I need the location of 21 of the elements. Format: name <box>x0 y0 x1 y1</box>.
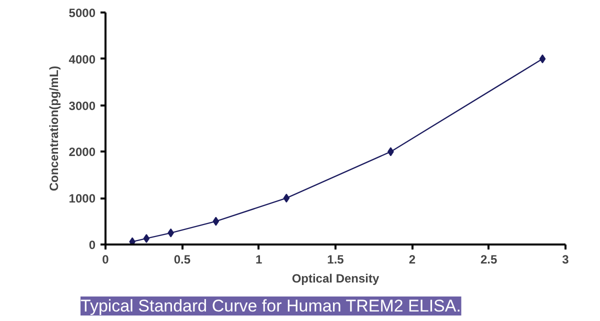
y-tick-label: 5000 <box>68 6 96 20</box>
x-tick-label: 2 <box>408 252 416 266</box>
x-tick-label: 3 <box>562 252 570 266</box>
y-axis-title: Concentration(pg/mL) <box>46 66 61 192</box>
x-tick-label: 0 <box>102 252 110 266</box>
y-tick-label: 1000 <box>68 192 96 206</box>
point <box>539 54 546 64</box>
point <box>129 237 136 244</box>
point <box>212 216 220 226</box>
x-tick-label: 1.5 <box>327 252 344 266</box>
x-tick-label: 1 <box>255 252 262 266</box>
x-tick-label: 2.5 <box>480 252 498 266</box>
y-tick-label: 3000 <box>68 98 96 113</box>
y-tick-label: 4000 <box>68 52 96 66</box>
y-tick-label: 2000 <box>68 145 96 160</box>
x-axis-title: Optical Density <box>292 272 380 286</box>
x-tick-label: 0.5 <box>174 252 191 266</box>
text: Typical Standard Curve for Human TREM2 ELISA. <box>80 296 461 316</box>
point <box>283 194 290 203</box>
y-tick-label: 0 <box>88 238 96 252</box>
point <box>143 234 150 243</box>
